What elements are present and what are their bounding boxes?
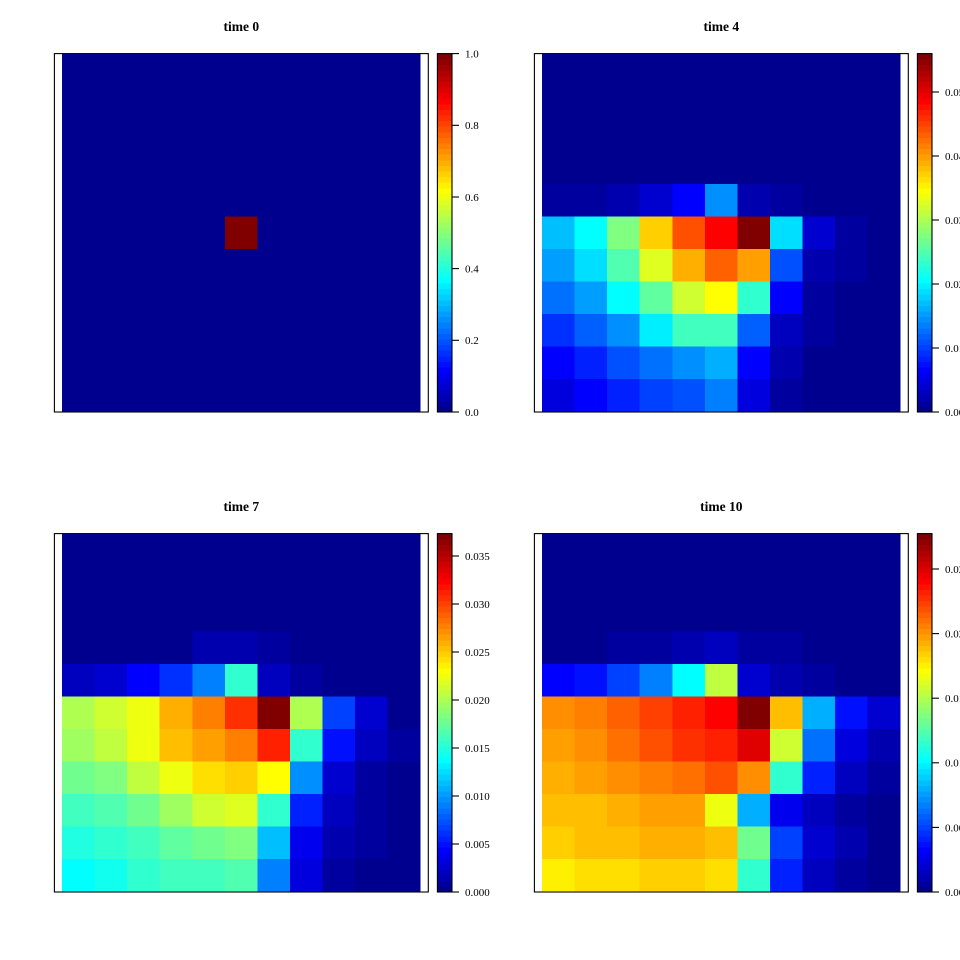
svg-text:time 7: time 7 — [223, 499, 259, 514]
svg-text:0.035: 0.035 — [465, 551, 490, 563]
svg-text:1.0: 1.0 — [465, 49, 479, 61]
svg-text:0.03: 0.03 — [945, 215, 960, 227]
svg-text:0.005: 0.005 — [465, 839, 490, 851]
svg-text:0.000: 0.000 — [945, 887, 960, 899]
svg-text:0.015: 0.015 — [945, 693, 960, 705]
svg-text:0.010: 0.010 — [465, 791, 490, 803]
svg-text:0.2: 0.2 — [465, 335, 479, 347]
svg-text:0.025: 0.025 — [945, 564, 960, 576]
svg-text:0.05: 0.05 — [945, 87, 960, 99]
svg-text:0.005: 0.005 — [945, 822, 960, 834]
svg-text:0.020: 0.020 — [945, 629, 960, 641]
svg-text:0.030: 0.030 — [465, 599, 490, 611]
svg-text:0.020: 0.020 — [465, 695, 490, 707]
svg-text:time 10: time 10 — [700, 499, 743, 514]
svg-text:0.00: 0.00 — [945, 407, 960, 419]
svg-text:0.015: 0.015 — [465, 743, 490, 755]
svg-text:0.01: 0.01 — [945, 343, 960, 355]
svg-text:0.4: 0.4 — [465, 264, 479, 276]
svg-text:0.02: 0.02 — [945, 279, 960, 291]
svg-text:time 4: time 4 — [703, 19, 739, 34]
svg-text:time 0: time 0 — [223, 19, 259, 34]
svg-text:0.6: 0.6 — [465, 192, 479, 204]
svg-text:0.8: 0.8 — [465, 120, 479, 132]
svg-text:0.04: 0.04 — [945, 151, 960, 163]
svg-text:0.000: 0.000 — [465, 887, 490, 899]
svg-text:0.025: 0.025 — [465, 647, 490, 659]
svg-text:0.0: 0.0 — [465, 407, 479, 419]
svg-text:0.010: 0.010 — [945, 758, 960, 770]
